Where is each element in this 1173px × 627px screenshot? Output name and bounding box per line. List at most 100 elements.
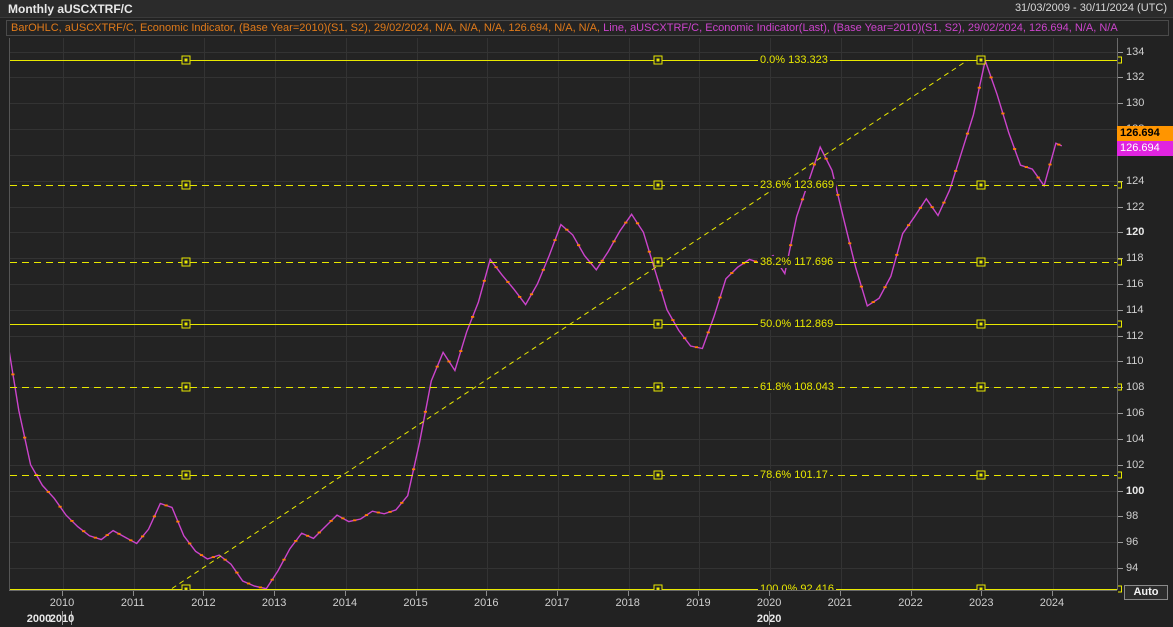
- fib-anchor-handle[interactable]: [653, 180, 663, 190]
- price-axis-tick: [1118, 103, 1123, 104]
- fib-anchor-handle[interactable]: [653, 584, 663, 590]
- fib-level-label: 38.2% 117.696: [758, 256, 836, 269]
- price-axis-tick: [1118, 491, 1123, 492]
- fib-anchor-handle[interactable]: [976, 319, 986, 329]
- ohlc-close-marker: [883, 286, 887, 289]
- grid-line-horizontal: [10, 491, 1117, 492]
- ohlc-close-marker: [376, 511, 380, 514]
- fib-trendline[interactable]: [171, 59, 968, 589]
- grid-line-vertical: [558, 38, 559, 590]
- grid-line-vertical: [841, 38, 842, 590]
- fib-anchor-handle[interactable]: [976, 180, 986, 190]
- fib-level-axis-marker: [1118, 320, 1122, 328]
- price-axis-tick: [1118, 258, 1123, 259]
- grid-line-vertical: [629, 38, 630, 590]
- time-axis-tick: [133, 591, 134, 596]
- last-price-tag-line[interactable]: 126.694: [1117, 141, 1173, 156]
- ohlc-close-marker: [859, 285, 863, 288]
- fib-anchor-handle[interactable]: [976, 382, 986, 392]
- fib-anchor-handle[interactable]: [181, 584, 191, 590]
- grid-line-horizontal: [10, 232, 1117, 233]
- ohlc-close-marker: [789, 244, 793, 247]
- ohlc-close-marker: [494, 266, 498, 269]
- price-axis[interactable]: 1341321301281261241221201181161141121101…: [1117, 38, 1173, 592]
- ohlc-close-marker: [247, 582, 251, 585]
- fib-anchor-handle[interactable]: [976, 55, 986, 65]
- legend-bar-series[interactable]: BarOHLC, aUSCXTRF/C, Economic Indicator,…: [11, 22, 601, 34]
- fib-anchor-handle[interactable]: [976, 584, 986, 590]
- title-bar: Monthly aUSCXTRF/C 31/03/2009 - 30/11/20…: [0, 0, 1173, 18]
- ohlc-close-marker: [211, 556, 215, 558]
- time-axis[interactable]: 2010 2011 2012 2013 2014 2015 2016 2017 2018 2019…: [9, 590, 1117, 627]
- fib-anchor-handle[interactable]: [181, 55, 191, 65]
- ohlc-close-marker: [129, 539, 133, 542]
- time-axis-tick: [274, 591, 275, 596]
- fibonacci-retracement-lines[interactable]: [10, 38, 1117, 590]
- ohlc-close-marker: [989, 76, 993, 79]
- price-axis-tick: [1118, 387, 1123, 388]
- ohlc-close-marker: [388, 511, 392, 513]
- grid-line-vertical: [982, 38, 983, 590]
- grid-line-horizontal: [10, 465, 1117, 466]
- price-axis-label: 124: [1126, 174, 1145, 187]
- price-axis-tick: [1118, 465, 1123, 466]
- fib-anchor-handle[interactable]: [653, 382, 663, 392]
- time-axis-label: 2022: [898, 597, 923, 609]
- series-legend-bar[interactable]: BarOHLC, aUSCXTRF/C, Economic Indicator,…: [6, 20, 1169, 36]
- ohlc-close-marker: [117, 532, 121, 535]
- fib-anchor-handle[interactable]: [181, 382, 191, 392]
- price-axis-label: 132: [1126, 71, 1145, 84]
- ohlc-close-marker: [1057, 143, 1061, 146]
- time-axis-label: 2010: [49, 597, 75, 609]
- ohlc-close-marker: [1024, 166, 1028, 168]
- fib-anchor-handle[interactable]: [653, 319, 663, 329]
- ohlc-close-marker: [294, 540, 298, 542]
- fib-anchor-handle[interactable]: [976, 257, 986, 267]
- fib-anchor-handle[interactable]: [181, 257, 191, 267]
- ohlc-close-marker: [423, 410, 427, 413]
- ohlc-close-marker: [482, 279, 486, 282]
- ohlc-close-marker: [176, 520, 180, 523]
- grid-line-vertical: [417, 38, 418, 590]
- price-axis-label: 130: [1126, 97, 1145, 110]
- ohlc-close-marker: [812, 163, 816, 166]
- fib-anchor-handle[interactable]: [181, 180, 191, 190]
- fib-anchor-handle[interactable]: [653, 257, 663, 267]
- fib-anchor-handle[interactable]: [181, 470, 191, 480]
- price-axis-label: 96: [1126, 536, 1139, 549]
- ohlc-close-marker: [824, 157, 828, 160]
- ohlc-close-marker: [942, 201, 946, 204]
- time-axis-label: 2020: [756, 597, 782, 609]
- fib-anchor-handle[interactable]: [976, 470, 986, 480]
- auto-scale-button[interactable]: Auto: [1124, 585, 1168, 600]
- ohlc-close-marker: [1036, 176, 1040, 179]
- time-axis-tick: [981, 591, 982, 596]
- time-axis-tick: [769, 591, 770, 596]
- grid-line-horizontal: [10, 207, 1117, 208]
- price-axis-tick: [1118, 52, 1123, 53]
- fib-anchor-handle[interactable]: [653, 470, 663, 480]
- grid-line-vertical: [487, 38, 488, 590]
- ohlc-close-marker: [753, 260, 757, 263]
- time-axis-tick: [1052, 591, 1053, 596]
- fib-level-axis-marker: [1118, 258, 1122, 266]
- fib-level-label: 61.8% 108.043: [758, 380, 837, 393]
- fib-anchor-handle[interactable]: [181, 319, 191, 329]
- price-axis-tick: [1118, 542, 1123, 543]
- price-axis-label: 134: [1126, 45, 1145, 58]
- time-axis-tick: [557, 591, 558, 596]
- ohlc-close-marker: [1048, 163, 1052, 166]
- price-axis-label: 122: [1126, 200, 1145, 213]
- price-axis-tick: [1118, 77, 1123, 78]
- legend-line-series[interactable]: Line, aUSCXTRF/C, Economic Indicator(Las…: [603, 22, 1118, 34]
- ohlc-close-marker: [447, 360, 451, 363]
- fib-level-axis-marker: [1118, 181, 1122, 189]
- grid-line-horizontal: [10, 284, 1117, 285]
- ohlc-close-marker: [706, 331, 710, 334]
- chart-plot-area[interactable]: 0.0% 133.323 23.6% 123.669 38.2% 117.696 50…: [9, 38, 1117, 590]
- fib-level-axis-marker: [1118, 56, 1122, 64]
- last-price-tag-bar[interactable]: 126.694: [1117, 126, 1173, 141]
- fib-anchor-handle[interactable]: [653, 55, 663, 65]
- ohlc-close-marker: [164, 504, 168, 507]
- price-axis-label: 118: [1126, 252, 1144, 265]
